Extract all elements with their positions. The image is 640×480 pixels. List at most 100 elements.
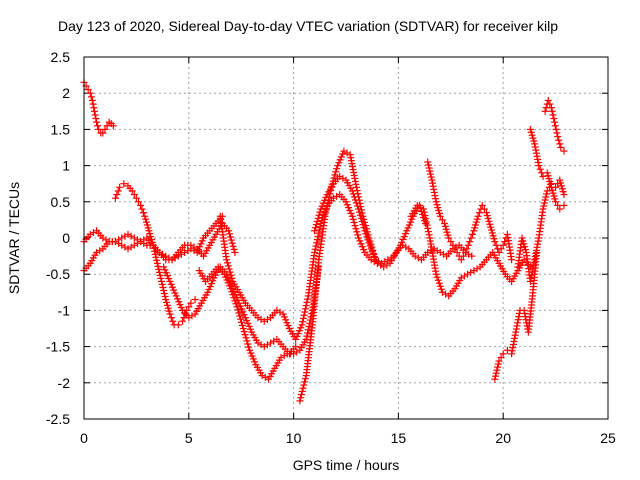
data-point — [445, 234, 453, 242]
data-point — [459, 252, 467, 260]
data-point — [437, 285, 445, 293]
data-point — [432, 270, 440, 278]
data-point — [439, 250, 447, 258]
data-point — [267, 339, 275, 347]
data-point — [353, 228, 361, 236]
data-point — [89, 229, 97, 237]
y-tick-label: 1 — [62, 158, 70, 174]
data-point — [364, 236, 372, 244]
data-point — [304, 326, 312, 334]
x-tick-label: 25 — [600, 430, 616, 446]
data-point — [185, 303, 193, 311]
data-point — [547, 104, 555, 112]
data-point — [333, 192, 341, 200]
data-point — [352, 199, 360, 207]
data-point — [457, 256, 465, 264]
y-tick-label: 2 — [62, 85, 70, 101]
data-point — [508, 256, 516, 264]
data-point — [137, 201, 145, 209]
data-point — [535, 162, 543, 170]
data-point — [130, 241, 138, 249]
data-point — [349, 190, 357, 198]
data-point — [436, 212, 444, 220]
data-point — [118, 234, 126, 242]
data-point — [188, 312, 196, 320]
data-point — [311, 227, 319, 235]
data-point — [312, 242, 320, 250]
data-point — [548, 107, 556, 115]
data-point — [241, 331, 249, 339]
data-point — [299, 318, 307, 326]
data-point — [360, 224, 368, 232]
data-point — [349, 215, 357, 223]
data-point — [234, 306, 242, 314]
data-point — [276, 308, 284, 316]
data-point — [497, 245, 505, 253]
data-points — [80, 78, 568, 405]
data-point — [227, 236, 235, 244]
data-point — [363, 233, 371, 241]
data-point — [239, 325, 247, 332]
data-point — [421, 211, 429, 219]
data-point — [298, 321, 306, 329]
data-point — [452, 243, 460, 251]
data-point — [242, 334, 250, 342]
data-point — [233, 303, 241, 311]
data-point — [539, 172, 547, 180]
data-point — [227, 271, 235, 279]
data-point — [350, 218, 358, 226]
data-point — [116, 183, 124, 191]
data-point — [354, 202, 362, 210]
data-point — [270, 337, 278, 345]
data-point — [357, 214, 365, 222]
data-point — [451, 245, 459, 253]
data-point — [236, 312, 244, 320]
x-tick-label: 15 — [391, 430, 407, 446]
data-point — [230, 245, 238, 253]
data-point — [424, 161, 432, 169]
data-point — [468, 230, 476, 238]
data-point — [229, 242, 237, 250]
data-point — [461, 248, 469, 256]
data-point — [494, 360, 502, 368]
data-point — [225, 227, 233, 235]
data-point — [350, 193, 358, 201]
data-point — [465, 250, 473, 258]
data-point — [292, 343, 300, 351]
data-point — [228, 288, 236, 296]
data-point — [235, 309, 243, 317]
data-point — [447, 238, 455, 246]
data-point — [556, 140, 564, 148]
data-point — [257, 315, 265, 323]
data-point — [156, 271, 164, 279]
data-point — [359, 221, 367, 229]
data-point — [333, 165, 341, 173]
x-tick-label: 5 — [185, 430, 193, 446]
data-point — [240, 328, 248, 336]
data-point — [191, 296, 199, 304]
data-point — [245, 343, 253, 351]
data-point — [453, 248, 461, 256]
y-tick-label: 0.5 — [51, 194, 71, 210]
data-point — [121, 232, 129, 240]
data-point — [348, 212, 356, 220]
data-point — [152, 253, 160, 261]
data-point — [160, 286, 168, 294]
data-point — [541, 196, 549, 204]
data-point — [352, 225, 360, 233]
data-point — [229, 291, 237, 299]
data-point — [226, 268, 234, 276]
data-point — [424, 228, 432, 236]
data-point — [313, 236, 321, 244]
data-point — [351, 222, 359, 230]
data-point — [302, 302, 310, 310]
data-point — [151, 250, 159, 258]
data-point — [480, 205, 488, 213]
y-tick-label: -2 — [58, 375, 71, 391]
data-point — [552, 125, 560, 133]
y-tick-label: 2.5 — [51, 49, 71, 65]
data-point — [260, 317, 268, 325]
data-point — [491, 375, 499, 383]
data-point — [113, 191, 121, 199]
data-point — [494, 363, 502, 371]
